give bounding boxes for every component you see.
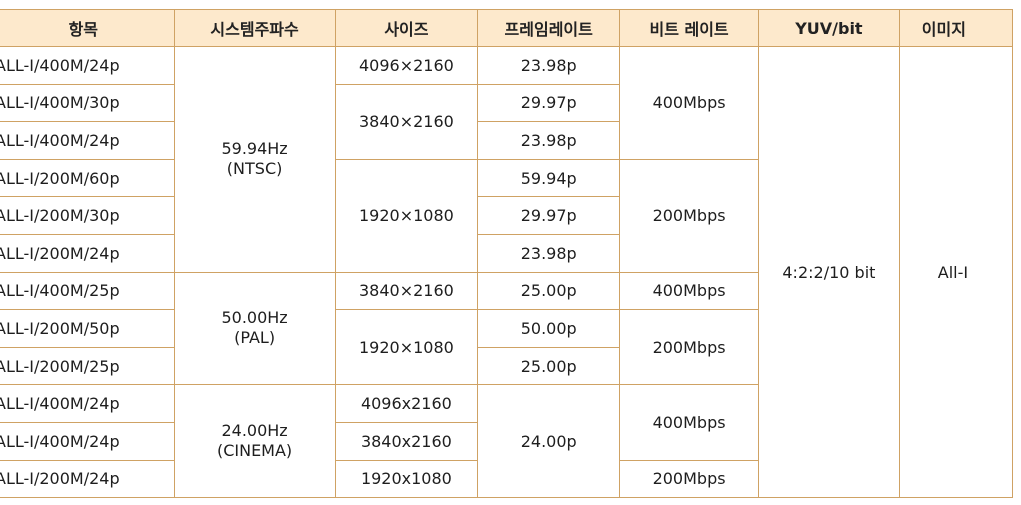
table-row: ALL-I/200M/50p 1920×1080 50.00p 200Mbps <box>0 309 1013 386</box>
item-cell: ALL-I/400M/25p <box>0 271 175 311</box>
frame-rate-cell: 24.00p <box>477 384 621 499</box>
size-cell: 1920×1080 <box>334 309 479 386</box>
system-freq-value: 50.00Hz <box>221 308 288 328</box>
header-system-freq: 시스템주파수 <box>173 9 336 47</box>
item-cell: ALL-I/400M/30p <box>0 83 175 123</box>
size-cell: 4096×2160 <box>334 46 479 85</box>
table-row: ALL-I/400M/24p 24.00Hz (CINEMA) 4096x216… <box>0 384 1013 499</box>
table-row: ALL-I/400M/24p 23.98p <box>0 121 1013 160</box>
frame-rate-cell: 25.00p <box>477 271 621 311</box>
system-freq-value: 59.94Hz <box>221 139 288 159</box>
frame-rate-cell: 50.00p <box>477 309 621 348</box>
system-freq-sub: (PAL) <box>234 328 276 348</box>
spec-table: 항목 시스템주파수 사이즈 프레임레이트 비트 레이트 YUV/bit 이미지 … <box>0 9 1014 499</box>
size-cell: 4096x2160 <box>334 384 479 423</box>
table-row: ALL-I/200M/30p 29.97p <box>0 196 1013 235</box>
header-size: 사이즈 <box>334 9 479 47</box>
header-frame-rate: 프레임레이트 <box>477 9 621 47</box>
system-freq-cell: 24.00Hz (CINEMA) <box>173 384 336 499</box>
bit-rate-cell: 400Mbps <box>619 384 760 461</box>
header-item: 항목 <box>0 9 175 47</box>
system-freq-value: 24.00Hz <box>221 421 288 441</box>
image-cell: All-I <box>898 45 1014 499</box>
table-row: ALL-I/400M/24p 59.94Hz (NTSC) 4096×2160 … <box>0 45 1014 499</box>
bit-rate-cell: 200Mbps <box>619 309 760 386</box>
frame-rate-cell: 29.97p <box>477 196 621 235</box>
item-cell: ALL-I/400M/24p <box>0 384 175 423</box>
item-cell: ALL-I/200M/50p <box>0 309 175 348</box>
frame-rate-cell: 23.98p <box>477 233 621 273</box>
header-row: 항목 시스템주파수 사이즈 프레임레이트 비트 레이트 YUV/bit 이미지 <box>0 9 1014 47</box>
table-row: ALL-I/200M/60p 1920×1080 59.94p 200Mbps <box>0 158 1013 273</box>
item-cell: ALL-I/400M/24p <box>0 421 175 461</box>
item-cell: ALL-I/200M/24p <box>0 459 175 499</box>
frame-rate-cell: 25.00p <box>477 346 621 386</box>
size-cell: 1920x1080 <box>334 459 479 499</box>
system-freq-cell: 50.00Hz (PAL) <box>173 271 336 386</box>
system-freq-sub: (CINEMA) <box>216 441 293 461</box>
frame-rate-cell: 59.94p <box>477 158 621 198</box>
item-cell: ALL-I/400M/24p <box>0 121 175 160</box>
item-cell: ALL-I/200M/30p <box>0 196 175 235</box>
bit-rate-cell: 200Mbps <box>619 158 760 273</box>
bit-rate-cell: 200Mbps <box>619 459 760 499</box>
system-freq-cell: 59.94Hz (NTSC) <box>173 46 336 273</box>
table-row: ALL-I/200M/24p 1920x1080 200Mbps <box>0 459 1013 499</box>
size-cell: 3840x2160 <box>334 421 479 461</box>
header-bit-rate: 비트 레이트 <box>619 9 760 47</box>
size-cell: 3840×2160 <box>334 271 479 311</box>
bit-rate-cell: 400Mbps <box>619 46 760 160</box>
table-row: ALL-I/400M/24p 3840x2160 <box>0 421 1013 461</box>
item-cell: ALL-I/400M/24p <box>0 46 175 85</box>
yuv-bit-cell: 4:2:2/10 bit <box>758 45 900 499</box>
item-cell: ALL-I/200M/60p <box>0 158 175 198</box>
frame-rate-cell: 29.97p <box>477 83 621 123</box>
table-row: ALL-I/400M/25p 50.00Hz (PAL) 3840×2160 2… <box>0 271 1013 386</box>
item-cell: ALL-I/200M/24p <box>0 233 175 273</box>
system-freq-sub: (NTSC) <box>226 159 283 179</box>
frame-rate-cell: 23.98p <box>477 121 621 160</box>
size-cell: 3840×2160 <box>334 83 479 160</box>
size-cell: 1920×1080 <box>334 158 479 273</box>
table-row: ALL-I/200M/24p 23.98p <box>0 233 1013 273</box>
header-image: 이미지 <box>898 9 1014 47</box>
item-cell: ALL-I/200M/25p <box>0 346 175 386</box>
header-yuv-bit: YUV/bit <box>758 9 900 47</box>
frame-rate-cell: 23.98p <box>477 46 621 85</box>
bit-rate-cell: 400Mbps <box>619 271 760 311</box>
